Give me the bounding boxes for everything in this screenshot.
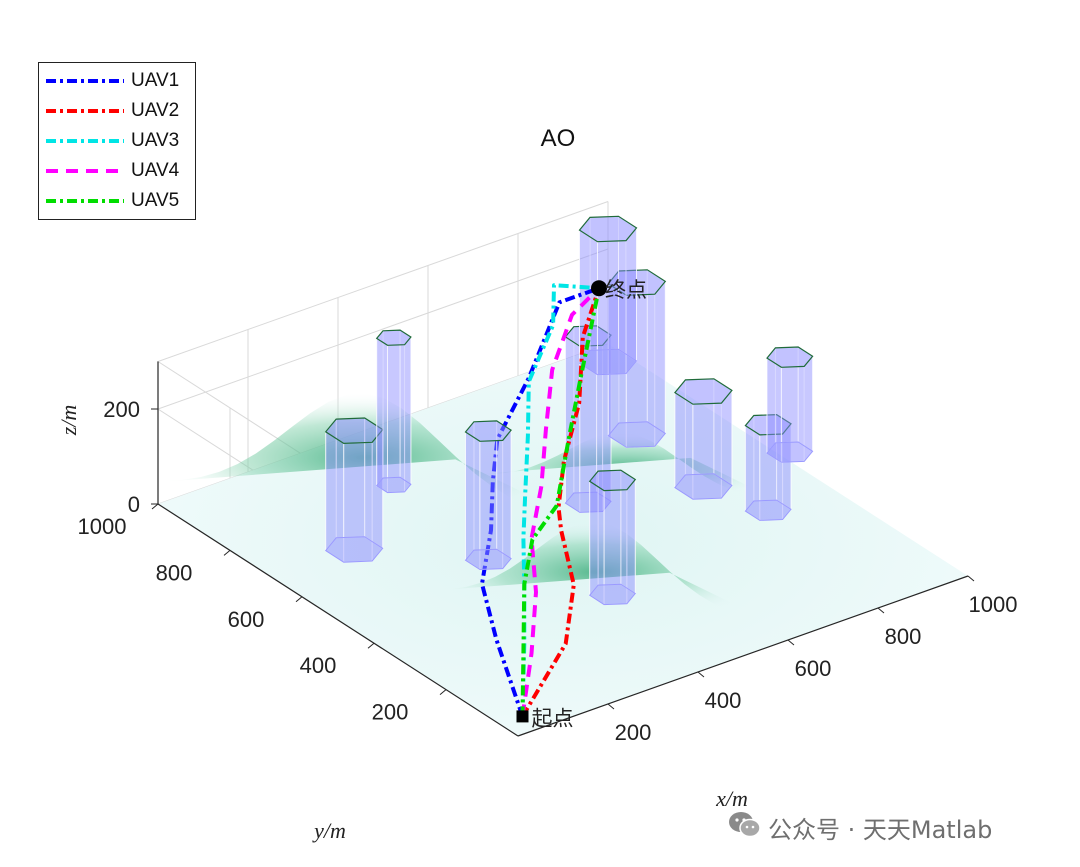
obstacle-top (464, 420, 512, 442)
x-tick-label: 800 (885, 624, 922, 649)
z-tick-label: 200 (103, 397, 140, 422)
obstacle-top (375, 329, 412, 346)
terrain-surface (146, 344, 968, 736)
y-axis-label: y/m (312, 818, 346, 843)
obstacle-top (744, 413, 792, 436)
obstacle-bottom (674, 473, 733, 500)
legend-item-uav2: UAV2 (39, 97, 195, 127)
obstacle-top (588, 469, 637, 492)
x-tick (787, 639, 795, 646)
obstacle-bottom (744, 499, 792, 521)
legend: UAV1 UAV2 UAV3 UAV4 UAV5 (38, 62, 196, 220)
legend-item-uav1: UAV1 (39, 67, 195, 97)
z-tick-label: 0 (128, 492, 140, 517)
wechat-icon (729, 812, 761, 838)
x-tick-label: 1000 (969, 592, 1018, 617)
chart-title: AO (541, 125, 576, 152)
start-marker (516, 710, 529, 723)
series-line-uav1 (480, 286, 600, 718)
x-tick (697, 671, 705, 678)
legend-label: UAV5 (131, 190, 180, 211)
legend-label: UAV1 (131, 70, 180, 91)
y-tick (295, 596, 303, 603)
watermark: 公众号 · 天天Matlab (728, 808, 1068, 844)
markers: 起点 终点 (516, 278, 647, 730)
obstacle-top (578, 215, 638, 243)
y-tick (223, 550, 231, 556)
x-tick-label: 400 (705, 688, 742, 713)
obstacle-bottom (588, 583, 637, 606)
obstacle-bottom (375, 476, 412, 494)
series-line-uav2 (520, 287, 601, 718)
legend-swatch (46, 169, 124, 173)
y-tick (151, 503, 159, 510)
x-tick-label: 600 (795, 656, 832, 681)
y-tick (367, 642, 375, 649)
legend-swatch (46, 139, 124, 143)
goal-marker (591, 280, 607, 297)
start-label: 起点 (532, 706, 574, 730)
obstacles-back (564, 215, 814, 522)
obstacle-prism (766, 346, 814, 464)
y-tick-label: 1000 (78, 514, 127, 539)
x-axis-line (517, 575, 969, 737)
y-tick-label: 400 (300, 653, 337, 678)
legend-label: UAV3 (131, 130, 180, 151)
legend-swatch (46, 79, 124, 83)
obstacle-face (376, 337, 388, 494)
z-axis-label: z/m (56, 405, 81, 437)
obstacle-bottom (464, 548, 512, 571)
legend-label: UAV4 (131, 160, 180, 181)
obstacle-top (674, 378, 733, 405)
series-line-uav5 (520, 287, 601, 717)
obstacle-prism (375, 329, 412, 494)
obstacle-face (496, 419, 512, 560)
x-tick-label: 200 (615, 720, 652, 745)
obstacle-prism (744, 413, 792, 522)
goal-label: 终点 (605, 278, 647, 302)
legend-swatch (46, 199, 124, 203)
legend-label: UAV2 (131, 100, 180, 121)
obstacle-prism (674, 377, 733, 501)
x-axis-label: x/m (715, 786, 748, 811)
x-tick (607, 703, 615, 710)
obstacle-top (766, 346, 814, 368)
y-tick (439, 689, 447, 695)
uav-paths (480, 283, 601, 718)
obstacles-front (324, 329, 637, 606)
obstacle-bottom (578, 348, 638, 376)
obstacle-face (465, 431, 481, 571)
y-tick-label: 600 (228, 607, 265, 632)
terrain-peak (463, 432, 785, 504)
obstacle-bottom (766, 441, 814, 463)
y-axis-line (157, 503, 519, 737)
obstacle-prism (588, 469, 637, 606)
legend-swatch (46, 109, 124, 113)
obstacle-bottom (564, 491, 612, 513)
obstacle-prism (464, 419, 512, 571)
obstacle-prism (607, 268, 667, 449)
legend-item-uav3: UAV3 (39, 127, 195, 157)
legend-item-uav4: UAV4 (39, 157, 195, 187)
obstacle-bottom (324, 536, 384, 563)
legend-item-uav5: UAV5 (39, 187, 195, 217)
obstacle-bottom (607, 421, 667, 448)
series-line-uav4 (520, 286, 601, 717)
obstacle-prism (578, 215, 638, 376)
x-tick (967, 575, 975, 582)
watermark-text: 公众号 · 天天Matlab (768, 816, 993, 844)
obstacle-prism (564, 324, 612, 514)
y-tick-label: 200 (372, 700, 409, 725)
obstacle-prism (324, 417, 384, 564)
terrain-peak (422, 521, 773, 623)
obstacle-face (399, 329, 412, 486)
x-tick (877, 607, 885, 614)
y-tick-label: 800 (156, 560, 193, 585)
